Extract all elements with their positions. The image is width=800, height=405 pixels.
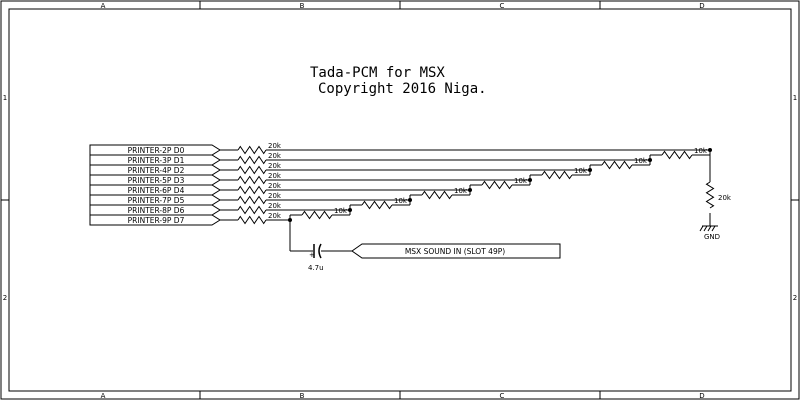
zone-col-c-top: C — [500, 2, 505, 10]
ground-label: GND — [704, 233, 720, 241]
ladder-resistor-7 — [301, 210, 333, 220]
ladder-resistor-value-1: 10k — [694, 147, 708, 155]
port-label-4: PRINTER-6P D4 — [128, 186, 185, 195]
input-resistor-value-6: 20k — [268, 202, 282, 210]
ladder-resistor-value-6: 10k — [394, 197, 408, 205]
title-line-2: Copyright 2016 Niga. — [318, 81, 487, 97]
ladder-resistor-value-4: 10k — [514, 177, 528, 185]
ladder-resistor-4 — [481, 180, 513, 190]
input-resistor-1 — [237, 155, 267, 165]
termination-resistor-value: 20k — [718, 194, 732, 202]
resistors: 20k 20k 20k 20k 20k 20k 20k 20k 10k 10k 10k 10k 10k 1… — [237, 142, 732, 225]
port-connector-3 — [89, 174, 221, 186]
port-label-2: PRINTER-4P D2 — [128, 166, 185, 175]
port-connector-6 — [89, 204, 221, 216]
junction-4 — [468, 188, 472, 192]
port-connector-5 — [89, 194, 221, 206]
input-resistor-2 — [237, 165, 267, 175]
input-resistor-6 — [237, 205, 267, 215]
input-resistor-3 — [237, 175, 267, 185]
port-label-3: PRINTER-5P D3 — [128, 176, 185, 185]
junction-6 — [348, 208, 352, 212]
ladder-resistor-1 — [661, 150, 693, 160]
port-connector-0 — [89, 144, 221, 156]
output-port-label: MSX SOUND IN (SLOT 49P) — [405, 247, 505, 256]
output-port-connector — [351, 243, 561, 259]
wiring — [220, 149, 711, 221]
ladder-resistor-value-3: 10k — [574, 167, 588, 175]
input-resistor-value-5: 20k — [268, 192, 282, 200]
junction-2 — [588, 168, 592, 172]
zone-col-a-bottom: A — [101, 392, 106, 400]
junction-3 — [528, 178, 532, 182]
input-resistor-0 — [237, 145, 267, 155]
input-resistor-value-3: 20k — [268, 172, 282, 180]
input-resistor-4 — [237, 185, 267, 195]
junction-5 — [408, 198, 412, 202]
ladder-resistor-5 — [421, 190, 453, 200]
port-connector-7 — [89, 214, 221, 226]
capacitor-symbol — [313, 243, 322, 259]
capacitor-polarity-mark: + — [309, 251, 315, 259]
title-line-1: Tada-PCM for MSX — [310, 65, 445, 81]
port-label-7: PRINTER-9P D7 — [128, 216, 185, 225]
ladder-resistor-3 — [541, 170, 573, 180]
junction-dots — [288, 148, 712, 222]
input-resistor-value-2: 20k — [268, 162, 282, 170]
port-label-0: PRINTER-2P D0 — [128, 146, 185, 155]
zone-row-2-left: 2 — [3, 294, 7, 302]
zone-col-b-bottom: B — [300, 392, 305, 400]
zone-col-d-bottom: D — [699, 392, 704, 400]
port-label-5: PRINTER-7P D5 — [128, 196, 185, 205]
zone-col-b-top: B — [300, 2, 305, 10]
port-label-6: PRINTER-8P D6 — [128, 206, 185, 215]
ladder-resistor-value-5: 10k — [454, 187, 468, 195]
zone-row-1-left: 1 — [3, 94, 7, 102]
zone-row-1-right: 1 — [793, 94, 797, 102]
port-connector-1 — [89, 154, 221, 166]
junction-1 — [648, 158, 652, 162]
ladder-resistor-6 — [361, 200, 393, 210]
input-resistor-value-7: 20k — [268, 212, 282, 220]
input-resistor-value-0: 20k — [268, 142, 282, 150]
port-connector-4 — [89, 184, 221, 196]
input-resistor-7 — [237, 215, 267, 225]
ladder-resistor-value-7: 10k — [334, 207, 348, 215]
port-label-1: PRINTER-3P D1 — [128, 156, 185, 165]
input-resistor-5 — [237, 195, 267, 205]
ladder-resistor-value-2: 10k — [634, 157, 648, 165]
ground-symbol — [699, 213, 718, 232]
input-resistor-value-4: 20k — [268, 182, 282, 190]
ladder-resistor-2 — [601, 160, 633, 170]
zone-row-2-right: 2 — [793, 294, 797, 302]
zone-col-c-bottom: C — [500, 392, 505, 400]
zone-col-d-top: D — [699, 2, 704, 10]
capacitor-value: 4.7u — [308, 264, 324, 272]
port-connector-2 — [89, 164, 221, 176]
termination-resistor — [705, 181, 715, 209]
input-resistor-value-1: 20k — [268, 152, 282, 160]
capacitor-wiring — [289, 219, 352, 252]
junction-0 — [708, 148, 712, 152]
zone-col-a-top: A — [101, 2, 106, 10]
